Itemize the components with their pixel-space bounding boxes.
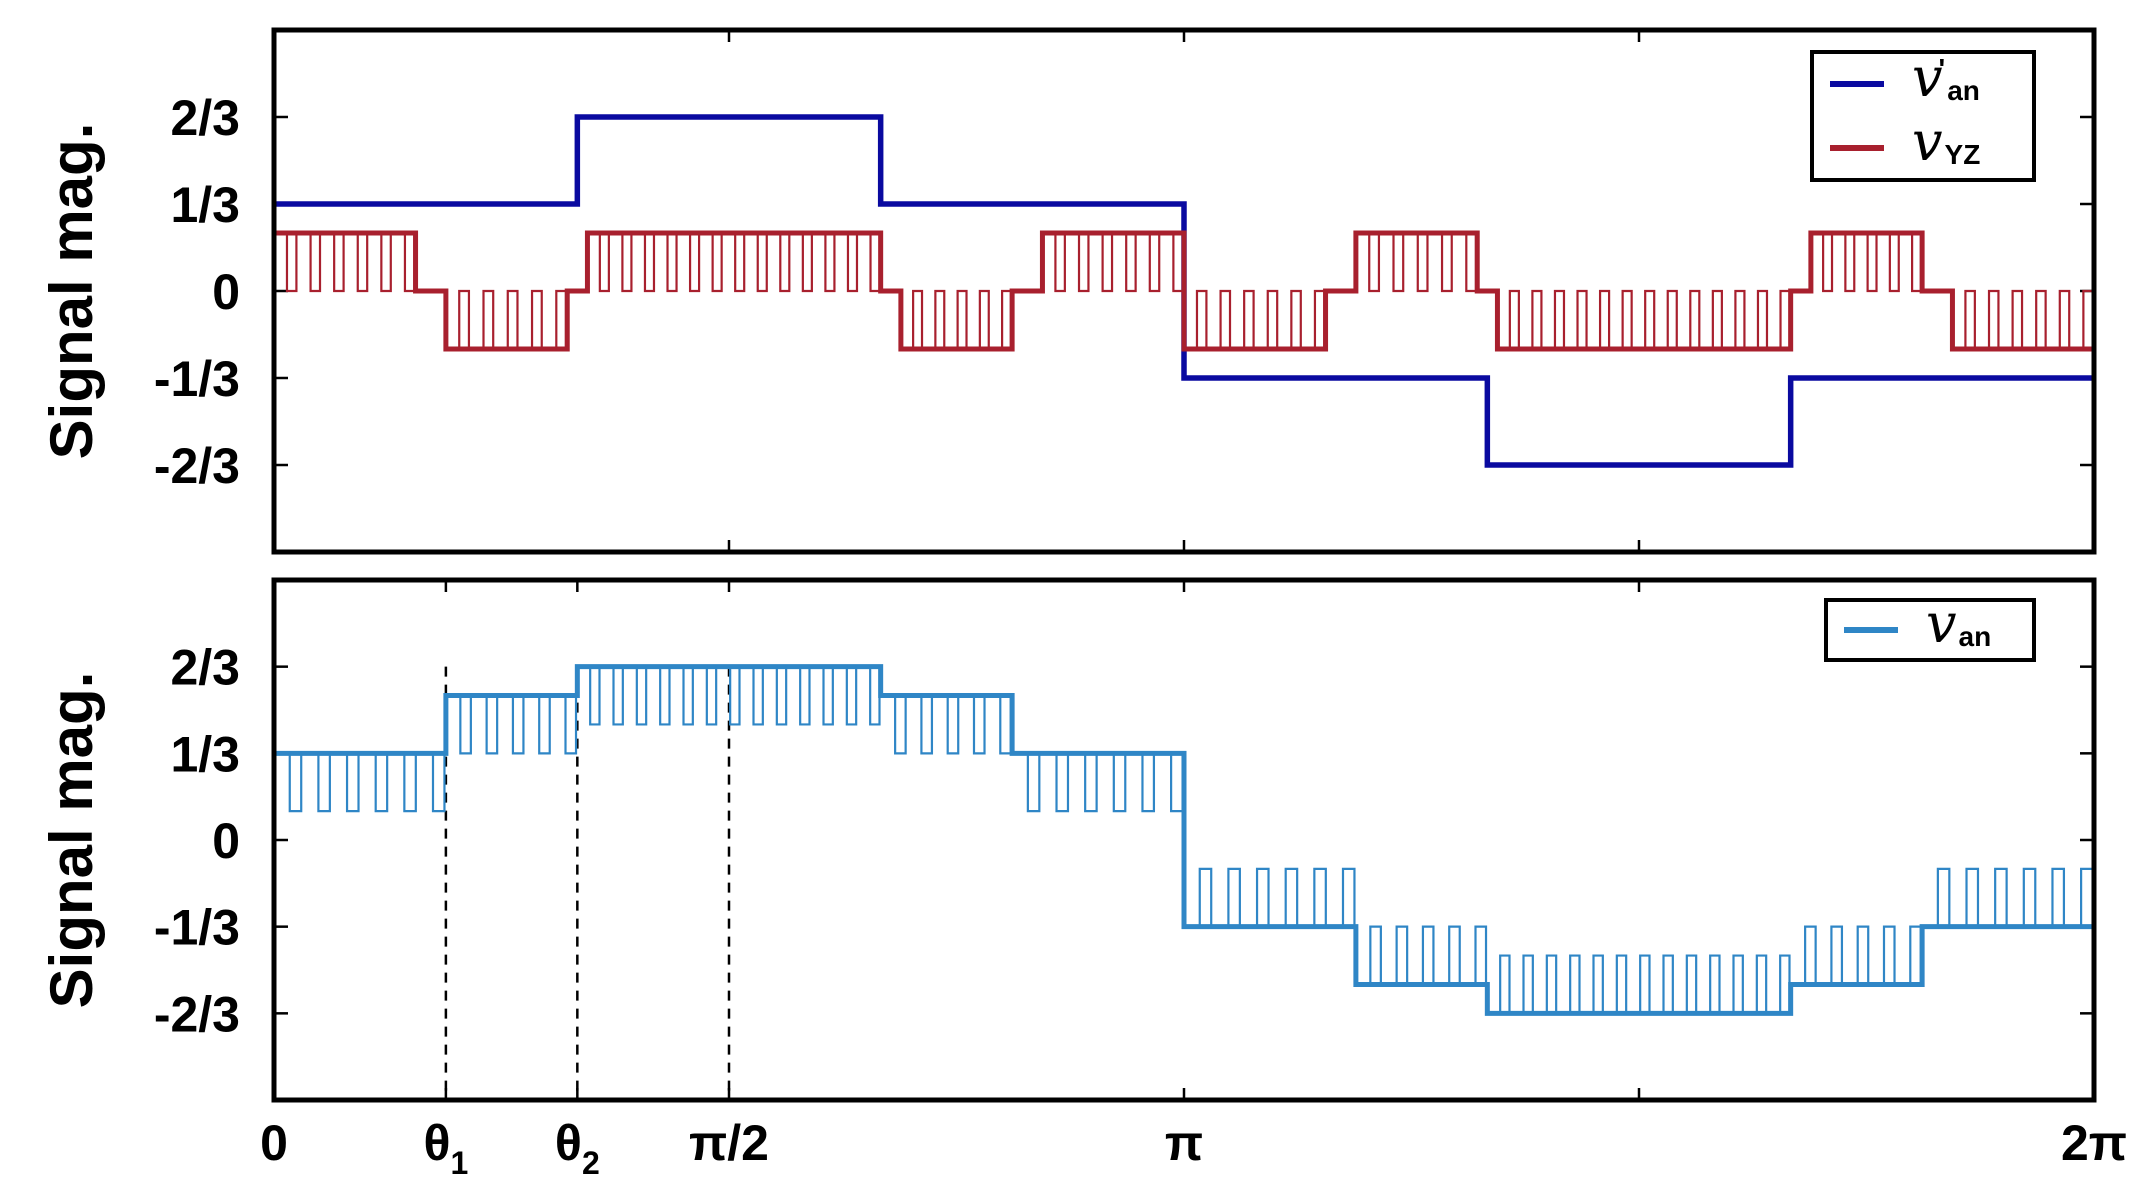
pwm-pulse (1198, 867, 1356, 927)
ytick-label: 1/3 (170, 726, 240, 782)
axes-frame (271, 27, 2097, 555)
legend-entry: v'an (1912, 46, 1980, 109)
xtick-label: θ2 (555, 1115, 600, 1181)
legend-entry: van (1926, 592, 1991, 655)
legend-box (1810, 50, 2036, 182)
y-axis-label: Signal mag. (38, 672, 105, 1009)
pwm-envelope (274, 664, 2094, 1016)
pwm-pulse (458, 289, 568, 349)
pwm-pulse (1195, 289, 1326, 349)
pwm-pulse (912, 289, 1013, 349)
pwm-pulse (1508, 289, 1791, 349)
xtick-label: 2π (2061, 1115, 2127, 1171)
xtick-label: θ1 (423, 1115, 468, 1181)
ytick-label: 0 (212, 813, 240, 869)
axes-frame (271, 577, 2097, 1103)
ytick-label: 1/3 (170, 177, 240, 233)
xtick-label: 0 (260, 1115, 288, 1171)
series-vYZ (274, 230, 2094, 352)
xtick-label: π/2 (689, 1115, 769, 1171)
pwm-pulse (288, 753, 446, 813)
pwm-pulse (1804, 925, 1922, 985)
pwm-pulse (894, 695, 1012, 755)
legend-entry: vYZ (1912, 110, 1980, 173)
pwm-pulse (1026, 753, 1184, 813)
pwm-pulse (1369, 925, 1488, 985)
ytick-label: -1/3 (154, 351, 240, 407)
ytick-label: -2/3 (154, 986, 240, 1042)
ytick-label: -1/3 (154, 900, 240, 956)
pwm-pulse (285, 233, 416, 293)
bottom-panel: 2/3 1/3 0 -1/3 -2/3 Signal mag. 0 θ1 θ2 π/2 π 2π van (38, 577, 2127, 1181)
pwm-pulse (1368, 233, 1478, 293)
ytick-label: 0 (212, 264, 240, 320)
pwm-pulse (598, 233, 881, 293)
ytick-label: -2/3 (154, 438, 240, 494)
ytick-label: 2/3 (170, 640, 240, 696)
pwm-pulse (1822, 233, 1923, 293)
ytick-label: 2/3 (170, 90, 240, 146)
xtick-label: π (1165, 1115, 1203, 1171)
pwm-pulse (1936, 867, 2094, 927)
y-axis-label: Signal mag. (38, 123, 105, 460)
pwm-envelope (274, 230, 2094, 352)
pwm-pulse (459, 695, 578, 755)
legend: van (1824, 592, 2036, 662)
series-van (274, 664, 2094, 1016)
pwm-pulse (1964, 289, 2094, 349)
pwm-pulse (1054, 233, 1184, 293)
pwm-pulse (589, 666, 881, 726)
pwm-pulse (1499, 954, 1791, 1014)
